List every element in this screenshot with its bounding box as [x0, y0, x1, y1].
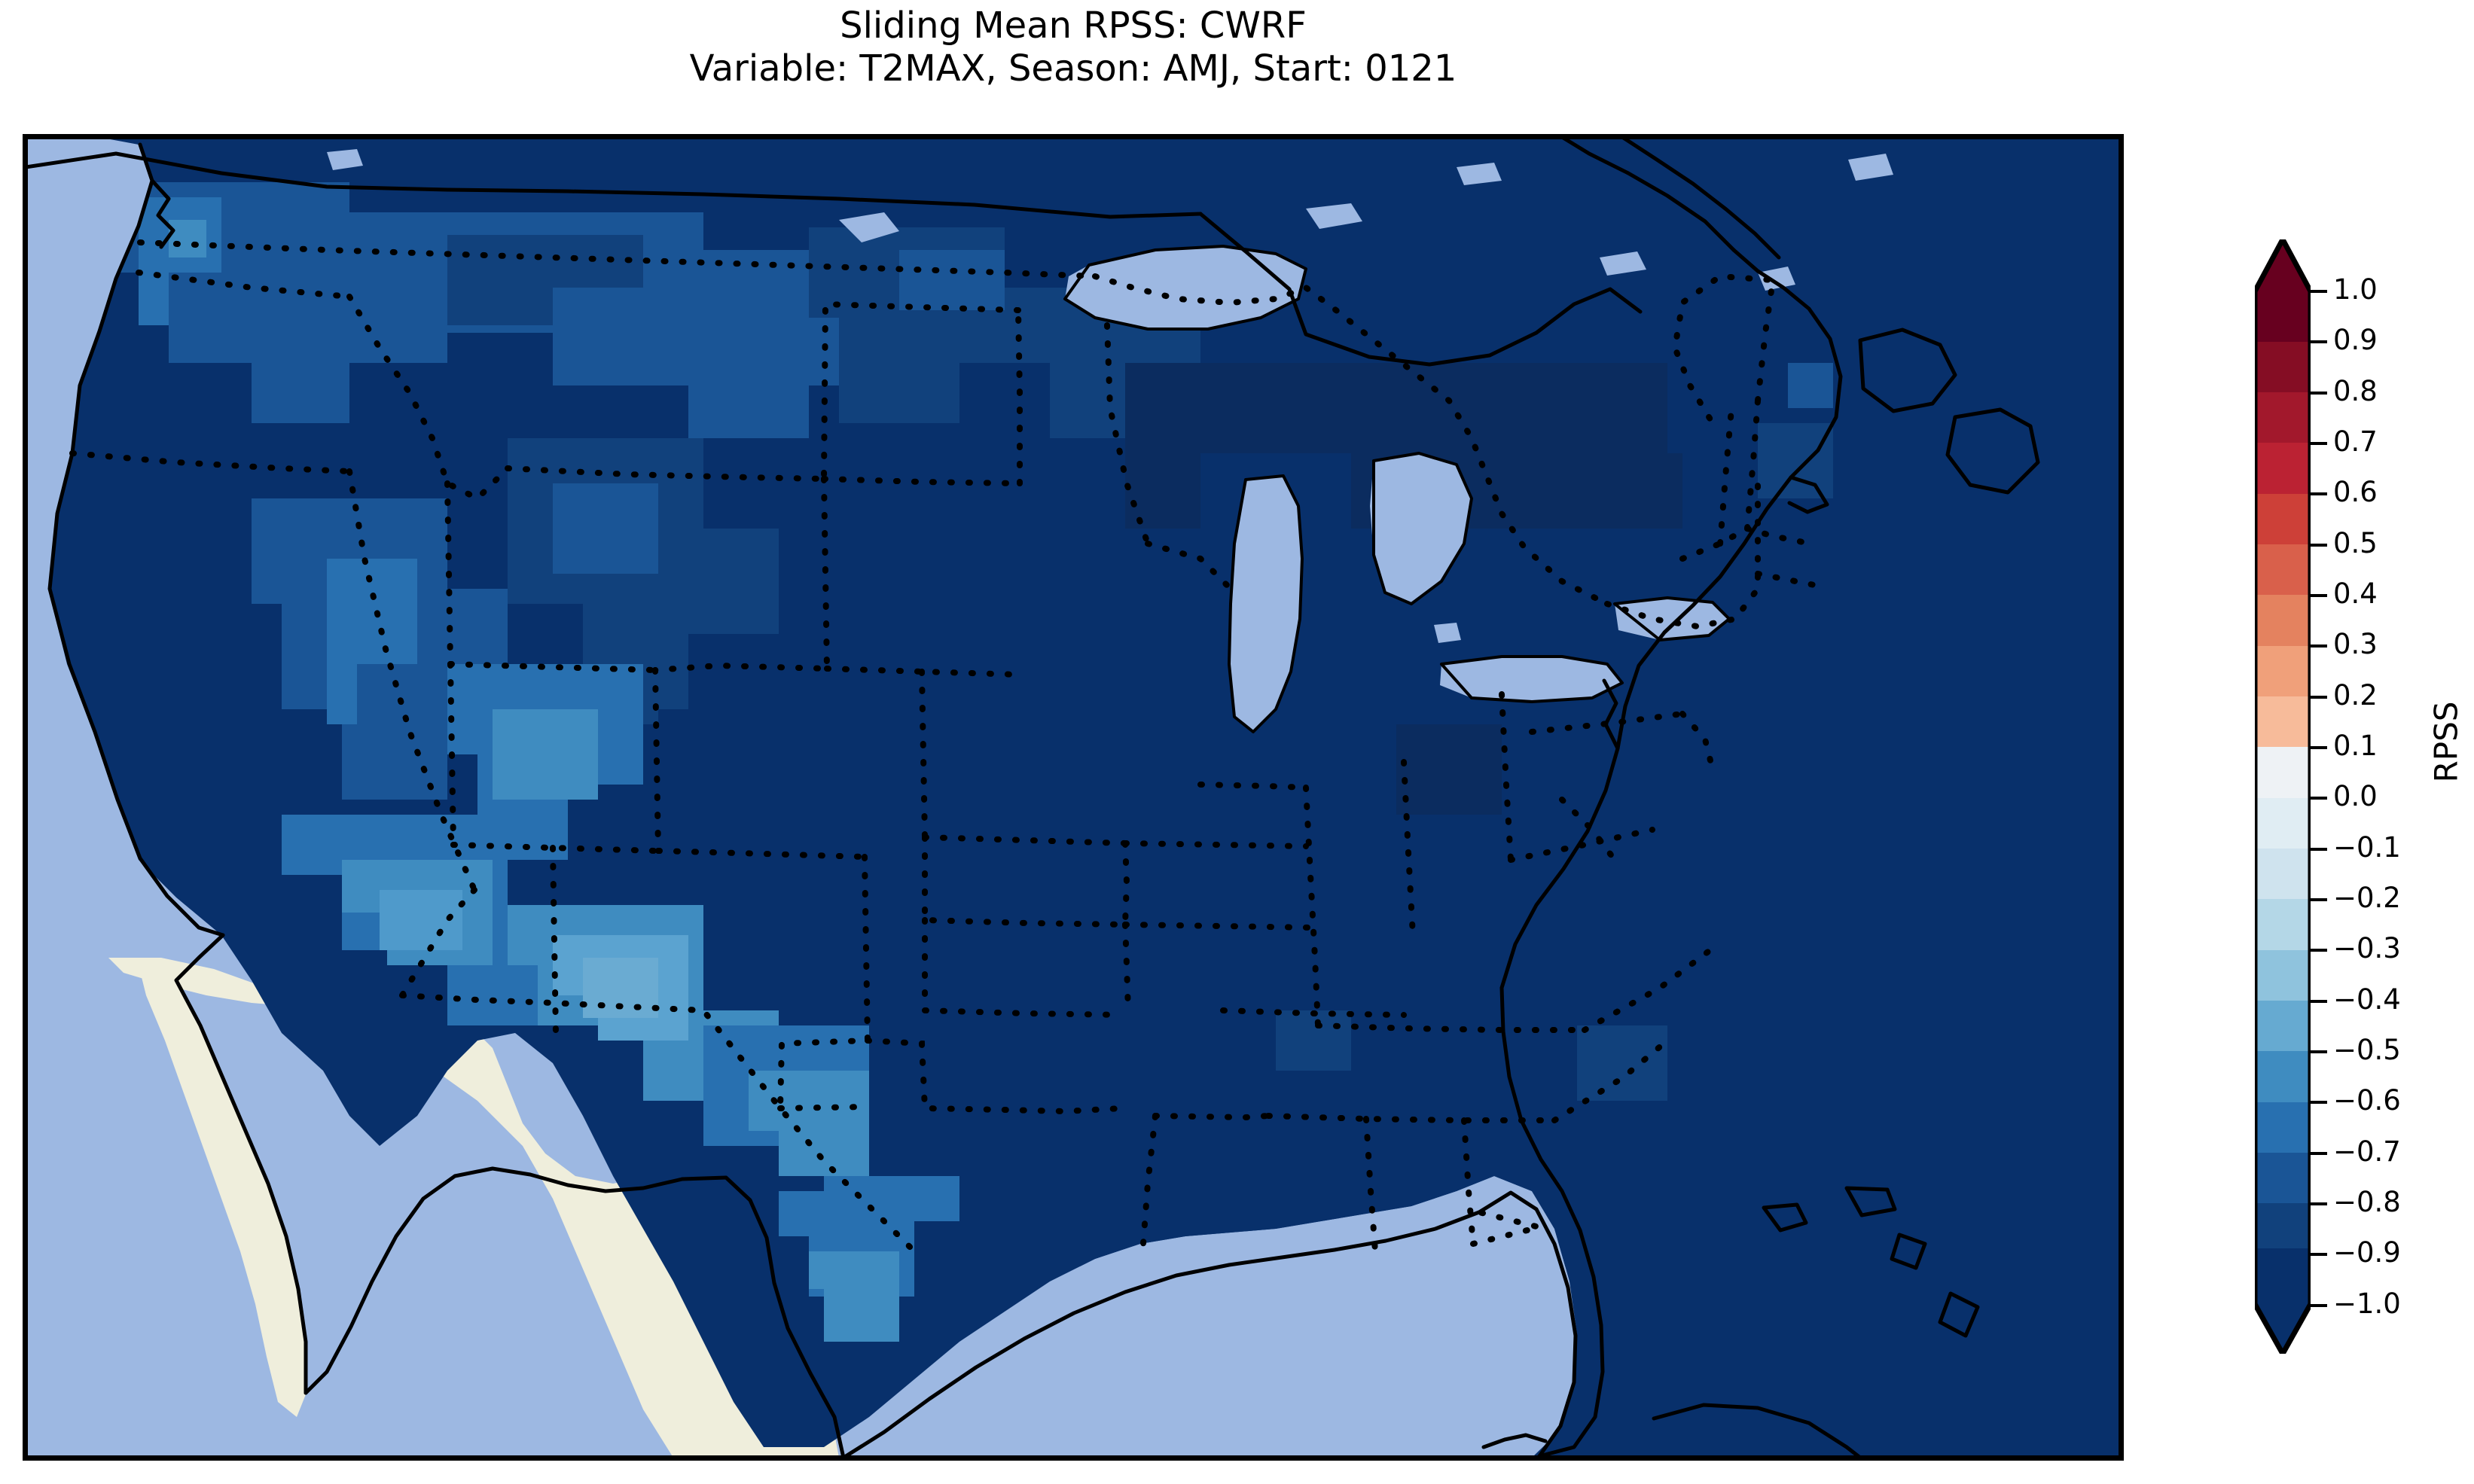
cb-ticklabel-18: −0.8 [2333, 1186, 2401, 1218]
colorbar-swatches [2255, 239, 2311, 1354]
cb-tick-16 [2311, 1050, 2327, 1053]
title-line-primary: Sliding Mean RPSS: CWRF [840, 5, 1307, 47]
cb-ticklabel-11: −0.1 [2333, 831, 2401, 864]
colorbar-graphic [2255, 239, 2311, 1354]
colorbar [2255, 239, 2311, 1354]
cb-tick-9 [2311, 696, 2327, 699]
cb-ticklabel-10: 0.0 [2333, 780, 2378, 812]
state-borders [69, 239, 1821, 1254]
cb-tick-15 [2311, 1000, 2327, 1003]
great-lakes [327, 149, 1893, 732]
cb-ticklabel-12: −0.2 [2333, 882, 2401, 914]
map-graphic [26, 137, 2121, 1458]
cb-ticklabel-14: −0.4 [2333, 983, 2401, 1016]
cb-tick-4 [2311, 442, 2327, 445]
figure-title: Sliding Mean RPSS: CWRF Variable: T2MAX,… [23, 5, 2124, 90]
cb-tick-7 [2311, 594, 2327, 597]
cb-ticklabel-5: 0.5 [2333, 527, 2378, 559]
rpss-data-grid [48, 137, 2121, 1458]
cb-ticklabel-3: 0.7 [2333, 425, 2378, 458]
cb-tick-2 [2311, 340, 2327, 343]
cb-ticklabel-19: −0.9 [2333, 1236, 2401, 1269]
cb-tick-3 [2311, 392, 2327, 395]
map-plot-area [23, 134, 2124, 1461]
cb-tick-5 [2311, 492, 2327, 495]
cb-tick-11 [2311, 797, 2327, 800]
cb-tick-14 [2311, 949, 2327, 952]
cb-ticklabel-0: 1.0 [2333, 273, 2378, 306]
cb-ticklabel-16: −0.6 [2333, 1084, 2401, 1117]
cb-ticklabel-7: 0.3 [2333, 628, 2378, 660]
cb-ticklabel-8: 0.2 [2333, 679, 2378, 712]
cb-tick-8 [2311, 644, 2327, 648]
colorbar-axis-label-text: RPSS [2427, 701, 2465, 783]
colorbar-axis-label: RPSS [2401, 0, 2474, 1484]
cb-tick-13 [2311, 898, 2327, 901]
cb-ticklabel-9: 0.1 [2333, 730, 2378, 762]
cb-ticklabel-1: 0.9 [2333, 324, 2378, 356]
cb-ticklabel-2: 0.8 [2333, 375, 2378, 407]
cb-ticklabel-13: −0.3 [2333, 932, 2401, 964]
cb-tick-1 [2311, 290, 2327, 293]
cb-tick-10 [2311, 746, 2327, 749]
cb-ticklabel-4: 0.6 [2333, 476, 2378, 508]
cb-tick-6 [2311, 544, 2327, 547]
cb-tick-19 [2311, 1202, 2327, 1205]
cb-tick-20 [2311, 1253, 2327, 1256]
cb-ticklabel-20: −1.0 [2333, 1287, 2401, 1320]
cb-tick-17 [2311, 1101, 2327, 1104]
cb-ticklabel-17: −0.7 [2333, 1135, 2401, 1168]
cb-tick-18 [2311, 1152, 2327, 1155]
colorbar-tick-labels: 1.0 0.9 0.8 0.7 0.6 0.5 0.4 0.3 0.2 0.1 … [2333, 239, 2474, 1354]
cb-ticklabel-15: −0.5 [2333, 1034, 2401, 1066]
title-line-secondary: Variable: T2MAX, Season: AMJ, Start: 012… [689, 47, 1457, 90]
cb-ticklabel-6: 0.4 [2333, 577, 2378, 610]
cb-tick-12 [2311, 848, 2327, 851]
cb-tick-21 [2311, 1304, 2327, 1307]
